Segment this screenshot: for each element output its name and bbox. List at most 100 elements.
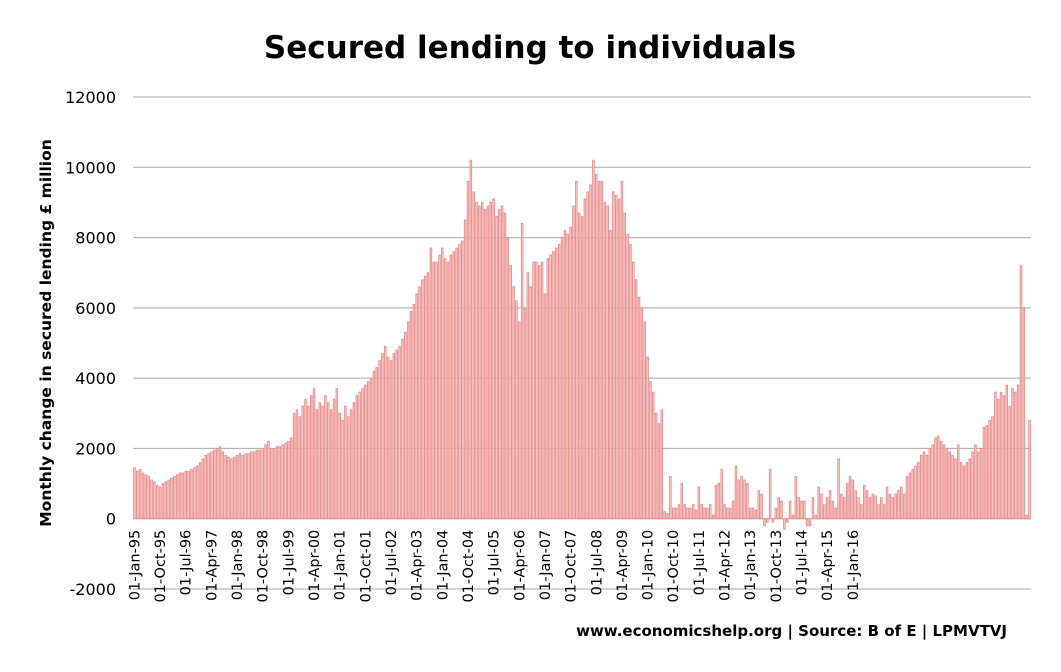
bar [164, 481, 168, 520]
bar [327, 402, 330, 520]
bar [324, 395, 327, 520]
bar [900, 486, 903, 520]
bar [361, 388, 364, 520]
bar [210, 451, 213, 520]
bar [740, 476, 743, 520]
x-tick-label: 01-Oct-98 [256, 530, 272, 603]
x-tick-label: 01-Jul-14 [795, 530, 811, 596]
bar [865, 490, 869, 520]
x-tick-label: 01-Jan-04 [435, 530, 451, 601]
bar [193, 467, 196, 520]
bar [637, 296, 641, 520]
source-note: www.economicshelp.org | Source: B of E |… [576, 622, 1007, 641]
bar [649, 381, 652, 520]
bar [221, 451, 225, 520]
y-axis-ticks: -2000 0 2000 4000 6000 8000 10000 12000 [65, 88, 116, 599]
bar [364, 384, 367, 520]
bar [737, 479, 741, 520]
bar [746, 483, 749, 520]
chart-title: Secured lending to individuals [264, 30, 796, 66]
bar [252, 451, 256, 520]
bar [780, 500, 783, 520]
x-tick-label: 01-Jul-08 [589, 530, 605, 596]
bar [612, 191, 615, 520]
bar [498, 209, 501, 520]
bar [657, 423, 661, 520]
bar [218, 446, 222, 520]
bar [1028, 419, 1031, 520]
bar [404, 332, 407, 520]
bar [532, 261, 535, 520]
bar [136, 470, 139, 520]
bar [663, 511, 666, 520]
bar [965, 462, 969, 520]
bar [215, 447, 219, 520]
bar [634, 279, 638, 520]
bar [1025, 514, 1028, 520]
bar [874, 495, 877, 520]
bar [275, 446, 279, 520]
x-tick-label: 01-Jan-13 [743, 530, 759, 601]
bar [133, 467, 136, 520]
bar [392, 353, 396, 520]
bar [689, 507, 692, 520]
bar [840, 493, 843, 520]
bar [170, 477, 173, 520]
bar [429, 247, 433, 520]
bar [603, 201, 607, 520]
x-tick-label: 01-Jul-11 [692, 530, 708, 596]
x-tick-label: 01-Jan-95 [127, 530, 143, 601]
bar [860, 504, 863, 520]
bar [566, 233, 569, 520]
bar [760, 493, 763, 520]
x-tick-label: 01-Apr-00 [307, 530, 323, 601]
bar [922, 451, 926, 520]
bar [318, 402, 321, 520]
bar [540, 261, 544, 520]
bar [529, 286, 532, 520]
bar [583, 198, 587, 520]
bar [458, 244, 461, 520]
bar [1005, 384, 1008, 520]
bar [777, 497, 780, 520]
bar [181, 472, 185, 520]
bar [817, 486, 820, 520]
bar [150, 479, 153, 520]
bar [352, 402, 356, 520]
bar [811, 497, 815, 520]
bar [443, 258, 447, 520]
bar [848, 476, 852, 520]
bar [934, 437, 937, 520]
bar [232, 456, 236, 520]
bar [991, 416, 994, 520]
bar [683, 504, 686, 520]
bar [726, 507, 729, 520]
bar [167, 479, 170, 520]
x-tick-label: 01-Jan-10 [641, 530, 657, 601]
bar [301, 405, 304, 520]
bar [577, 212, 581, 520]
bar [338, 412, 341, 520]
bar [272, 447, 276, 520]
bar [535, 261, 538, 520]
bar [575, 180, 578, 520]
bar [250, 451, 253, 520]
bar [971, 451, 974, 520]
bar [281, 444, 284, 520]
bar [426, 272, 430, 520]
bar [469, 159, 473, 520]
y-tick-label: 4000 [75, 369, 116, 388]
x-tick-label: 01-Apr-09 [615, 530, 631, 601]
bar [595, 173, 598, 520]
y-tick-label: 0 [106, 510, 116, 529]
bar [475, 201, 478, 520]
bar [823, 504, 826, 520]
y-tick-label: 8000 [75, 229, 116, 248]
bar [988, 419, 991, 520]
bar [366, 381, 370, 520]
bar [438, 254, 441, 520]
bar [606, 205, 609, 520]
bar [375, 367, 378, 520]
bar [999, 391, 1003, 520]
bar [435, 261, 438, 520]
